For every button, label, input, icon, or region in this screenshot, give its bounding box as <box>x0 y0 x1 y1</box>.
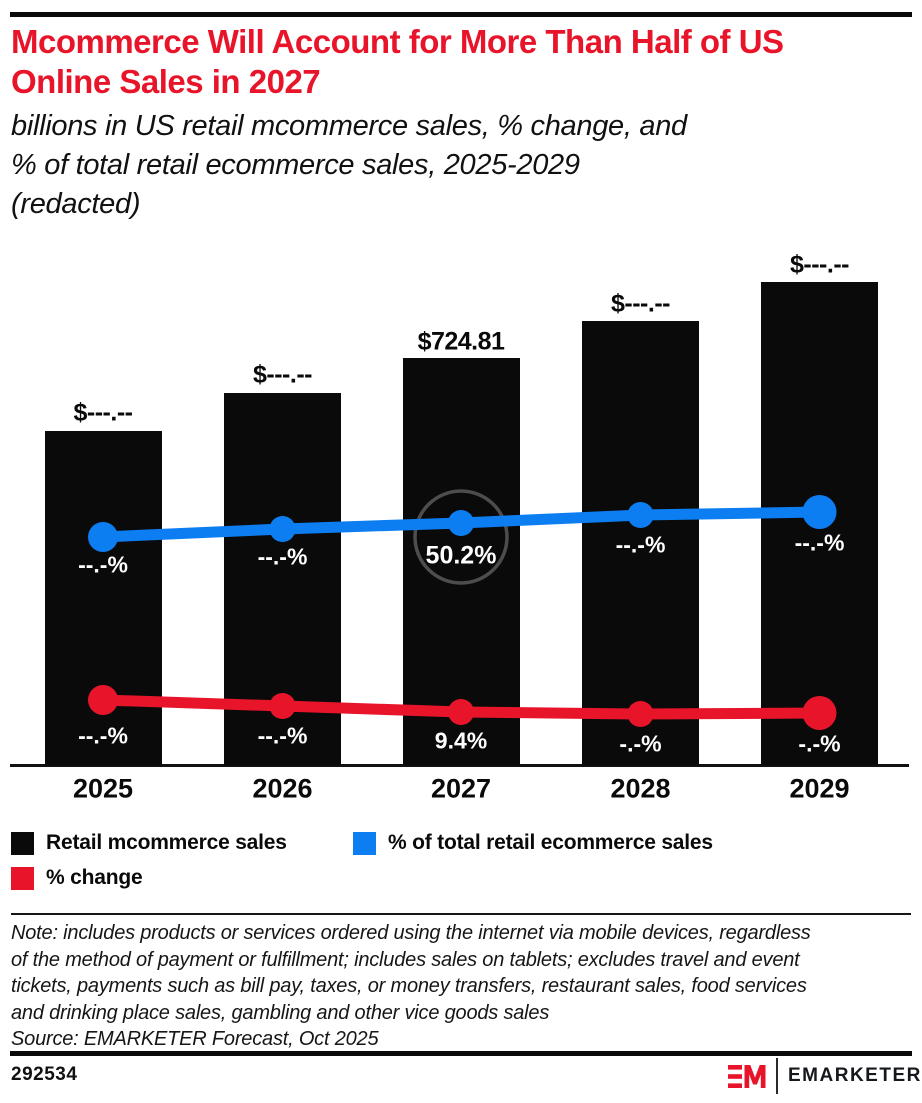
ecommerce-share-label-2027: 50.2% <box>425 541 497 570</box>
black-swatch-icon <box>11 831 34 855</box>
ecommerce-share-label-2029: --.-% <box>794 529 845 556</box>
top-rule <box>10 12 912 17</box>
x-axis-label-2025: 2025 <box>72 773 134 804</box>
emarketer-logo-icon <box>728 1064 766 1088</box>
bar-2025 <box>44 431 162 765</box>
bar-value-label-2026: $---.-- <box>253 360 312 389</box>
pct-change-label-2025: --.-% <box>78 722 128 749</box>
legend-label: % of total retail ecommerce sales <box>388 831 713 854</box>
legend-item-retail-mcommerce-sales: Retail mcommerce sales <box>11 831 287 855</box>
footer-rule <box>10 1051 912 1056</box>
ecommerce-share-label-2028: --.-% <box>615 531 666 558</box>
bar-value-label-2027: $724.81 <box>417 327 505 356</box>
bar-2026 <box>224 393 341 765</box>
pct-change-label-2026: --.-% <box>257 722 308 749</box>
ecommerce-share-label-2026: --.-% <box>257 543 308 570</box>
x-axis-line <box>10 764 909 767</box>
x-axis-label-2028: 2028 <box>610 773 671 804</box>
source-line: Source: EMARKETER Forecast, Oct 2025 <box>11 1028 379 1050</box>
red-swatch-icon <box>11 866 34 890</box>
bar-value-label-2029: $---.-- <box>790 250 849 279</box>
chart-id: 292534 <box>11 1064 78 1085</box>
bar-value-label-2025: $---.-- <box>73 398 133 427</box>
logo-divider <box>776 1058 778 1094</box>
x-axis-label-2026: 2026 <box>252 773 313 804</box>
footnote: Note: includes products or services orde… <box>11 922 811 1024</box>
note-divider <box>11 913 911 915</box>
bar-value-label-2028: $---.-- <box>611 289 670 318</box>
pct-change-label-2028: -.-% <box>619 730 662 757</box>
ecommerce-share-label-2025: --.-% <box>78 551 128 578</box>
chart-subtitle: billions in US retail mcommerce sales, %… <box>11 110 687 220</box>
brand-name: EMARKETER <box>788 1065 922 1086</box>
pct-change-label-2027: 9.4% <box>434 727 488 754</box>
chart-title: Mcommerce Will Account for More Than Hal… <box>11 23 784 100</box>
bar-2029 <box>761 282 878 765</box>
blue-swatch-icon <box>353 831 376 855</box>
legend-label: Retail mcommerce sales <box>46 831 287 854</box>
x-axis-label-2029: 2029 <box>789 773 850 804</box>
bar-2028 <box>582 321 699 765</box>
legend-item-pct-of-total-ecommerce: % of total retail ecommerce sales <box>353 831 713 855</box>
legend-item-pct-change: % change <box>11 866 143 890</box>
x-axis-label-2027: 2027 <box>430 773 492 804</box>
legend-label: % change <box>46 866 143 889</box>
pct-change-label-2029: -.-% <box>798 730 841 757</box>
brand-lockup: EMARKETER <box>728 1058 922 1094</box>
